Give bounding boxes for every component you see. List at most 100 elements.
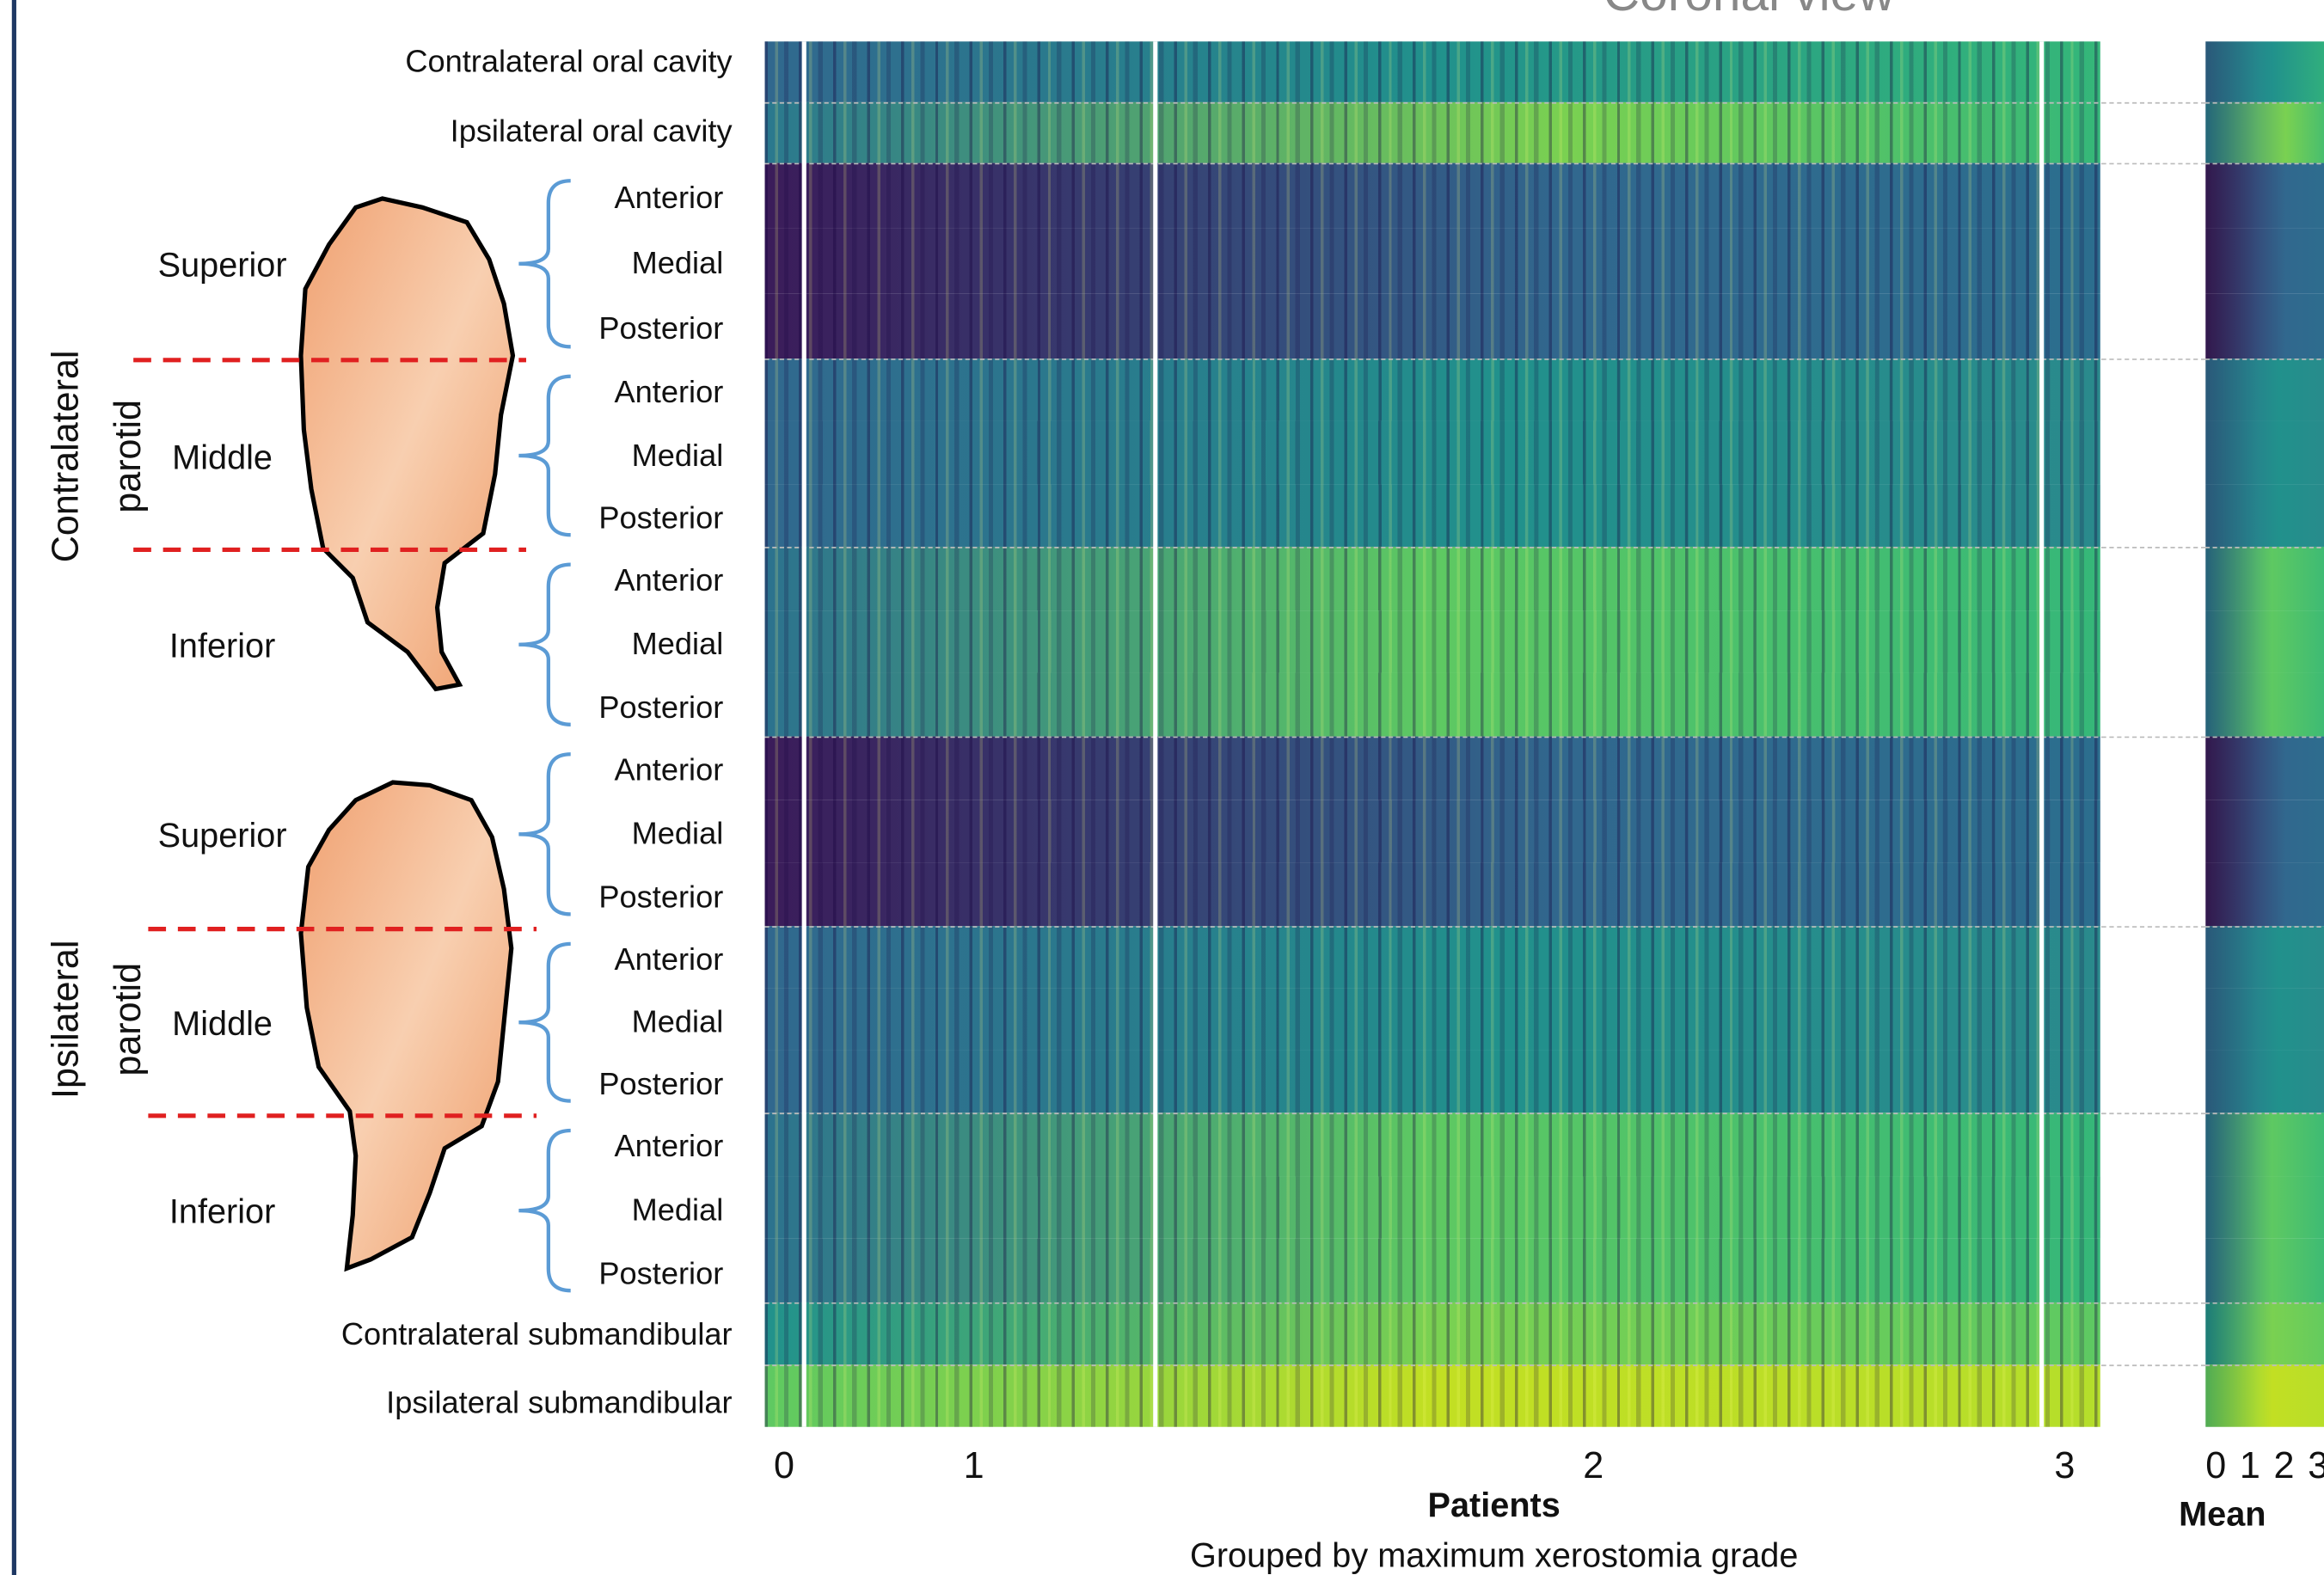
heatmap-row	[764, 41, 2100, 102]
row-separator	[2101, 359, 2206, 360]
row-separator	[2101, 1112, 2206, 1115]
group-separator	[1153, 41, 1158, 1427]
heatmap-row	[764, 1302, 2100, 1365]
x-axis-label: Patients	[1427, 1485, 1561, 1524]
group-label: parotid	[107, 962, 150, 1076]
mean-row	[2205, 1175, 2324, 1240]
mean-row	[2205, 610, 2324, 674]
sub-label: Anterior	[614, 1130, 724, 1165]
x-axis-note: Grouped by maximum xerostomia grade	[1189, 1535, 1799, 1575]
mean-row	[2205, 1050, 2324, 1113]
section-label: Inferior	[169, 1192, 276, 1231]
sub-label: Posterior	[598, 1067, 724, 1102]
heatmap-row	[764, 1050, 2100, 1113]
heatmap-row	[764, 293, 2100, 359]
sub-label: Medial	[631, 627, 724, 662]
mean-row	[2205, 228, 2324, 294]
row-separator	[764, 359, 2324, 360]
mean-row	[2205, 101, 2324, 163]
mean-row	[2205, 800, 2324, 863]
mean-row	[2205, 1112, 2324, 1176]
heatmap-row	[764, 1239, 2100, 1302]
parotid-shape	[298, 780, 514, 1272]
mean-row	[2205, 673, 2324, 737]
heatmap-row	[764, 546, 2100, 610]
mean-row	[2205, 483, 2324, 547]
section-label: Superior	[157, 815, 287, 855]
heatmap-row	[764, 610, 2100, 674]
group-separator	[801, 41, 806, 1427]
heatmap-row	[764, 359, 2100, 422]
row-separator	[2101, 546, 2206, 548]
mean-axis-label: Mean	[2179, 1494, 2266, 1533]
row-separator	[2101, 736, 2206, 738]
row-separator	[764, 162, 2324, 165]
row-separator	[764, 101, 2324, 104]
heatmap-row	[764, 736, 2100, 800]
group-label: Ipsilateral	[45, 940, 87, 1099]
group-label: Contralateral	[45, 350, 87, 563]
row-separator	[764, 1302, 2324, 1304]
sub-label: Medial	[631, 1005, 724, 1040]
row-separator	[2101, 1302, 2206, 1304]
x-tick-label: 1	[963, 1445, 984, 1487]
mean-row	[2205, 988, 2324, 1051]
sub-label: Anterior	[614, 753, 724, 788]
x-tick-label: 3	[2054, 1445, 2076, 1487]
row-separator	[2101, 1364, 2206, 1367]
sub-label: Anterior	[614, 943, 724, 977]
sub-label: Anterior	[614, 376, 724, 410]
sub-label: Medial	[631, 438, 724, 473]
mean-row	[2205, 736, 2324, 800]
section-label: Middle	[172, 1003, 273, 1043]
border	[11, 0, 16, 1575]
heatmap-row	[764, 228, 2100, 294]
sub-label: Posterior	[598, 880, 724, 915]
heatmap-row	[764, 988, 2100, 1051]
mean-row	[2205, 1302, 2324, 1365]
row-separator	[764, 1112, 2324, 1115]
group-separator	[2039, 41, 2045, 1427]
mean-row	[2205, 1364, 2324, 1427]
row-label: Ipsilateral submandibular	[386, 1386, 733, 1420]
brace	[518, 1128, 571, 1293]
sub-label: Posterior	[598, 311, 724, 346]
x-tick-label: 0	[773, 1445, 794, 1487]
row-label: Contralateral oral cavity	[405, 45, 733, 80]
parotid-shape	[298, 196, 516, 692]
group-label: parotid	[107, 399, 150, 513]
brace	[518, 562, 571, 726]
mean-row	[2205, 546, 2324, 610]
heatmap-row	[764, 483, 2100, 547]
brace	[518, 179, 571, 349]
sub-label: Posterior	[598, 690, 724, 726]
brace	[518, 941, 571, 1103]
row-separator	[764, 546, 2324, 548]
section-label: Inferior	[169, 626, 276, 665]
sub-label: Medial	[631, 1193, 724, 1228]
heatmap-row	[764, 673, 2100, 737]
heatmap-row	[764, 862, 2100, 927]
mean-row	[2205, 293, 2324, 359]
title: Coronal view	[1603, 0, 1895, 19]
heatmap-row	[764, 1175, 2100, 1240]
row-separator	[764, 736, 2324, 738]
heatmap-row	[764, 800, 2100, 863]
sub-label: Posterior	[598, 1256, 724, 1291]
sub-label: Anterior	[614, 181, 724, 216]
mean-row	[2205, 421, 2324, 484]
heatmap-row	[764, 926, 2100, 989]
heatmap-row	[764, 101, 2100, 163]
sub-label: Posterior	[598, 501, 724, 536]
row-label: Ipsilateral oral cavity	[450, 114, 733, 150]
mean-tick-label: 2	[2273, 1445, 2295, 1487]
cut-lines	[133, 358, 537, 1118]
row-separator	[764, 926, 2324, 928]
x-tick-label: 2	[1583, 1445, 1604, 1487]
section-label: Superior	[157, 245, 287, 285]
brace	[518, 752, 571, 916]
brace	[518, 374, 571, 537]
heatmap-row	[764, 162, 2100, 229]
